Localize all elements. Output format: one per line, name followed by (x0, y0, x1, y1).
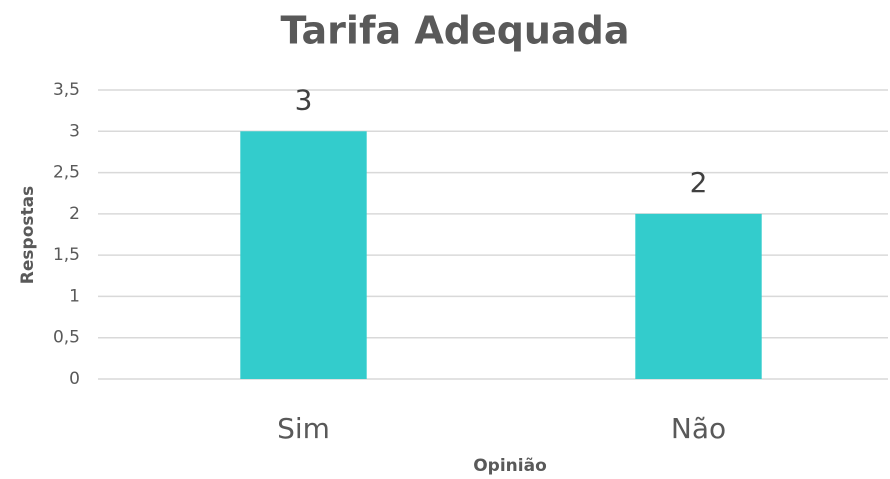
data-label: 2 (690, 166, 708, 199)
bar (635, 213, 762, 379)
y-tick-label: 3,5 (53, 80, 80, 100)
y-tick-label: 1,5 (53, 245, 80, 265)
y-tick-label: 0 (69, 369, 80, 389)
y-tick-label: 3 (69, 121, 80, 141)
chart-title: Tarifa Adequada (281, 9, 630, 53)
x-axis-title: Opinião (473, 456, 547, 476)
bar (240, 131, 367, 379)
x-tick-label: Sim (277, 412, 330, 445)
y-tick-label: 2 (69, 204, 80, 224)
y-tick-label: 1 (69, 286, 80, 306)
x-tick-label: Não (671, 412, 726, 445)
y-tick-label: 0,5 (53, 328, 80, 348)
data-label: 3 (295, 83, 313, 116)
y-axis-title: Respostas (18, 186, 38, 284)
y-tick-label: 2,5 (53, 163, 80, 183)
